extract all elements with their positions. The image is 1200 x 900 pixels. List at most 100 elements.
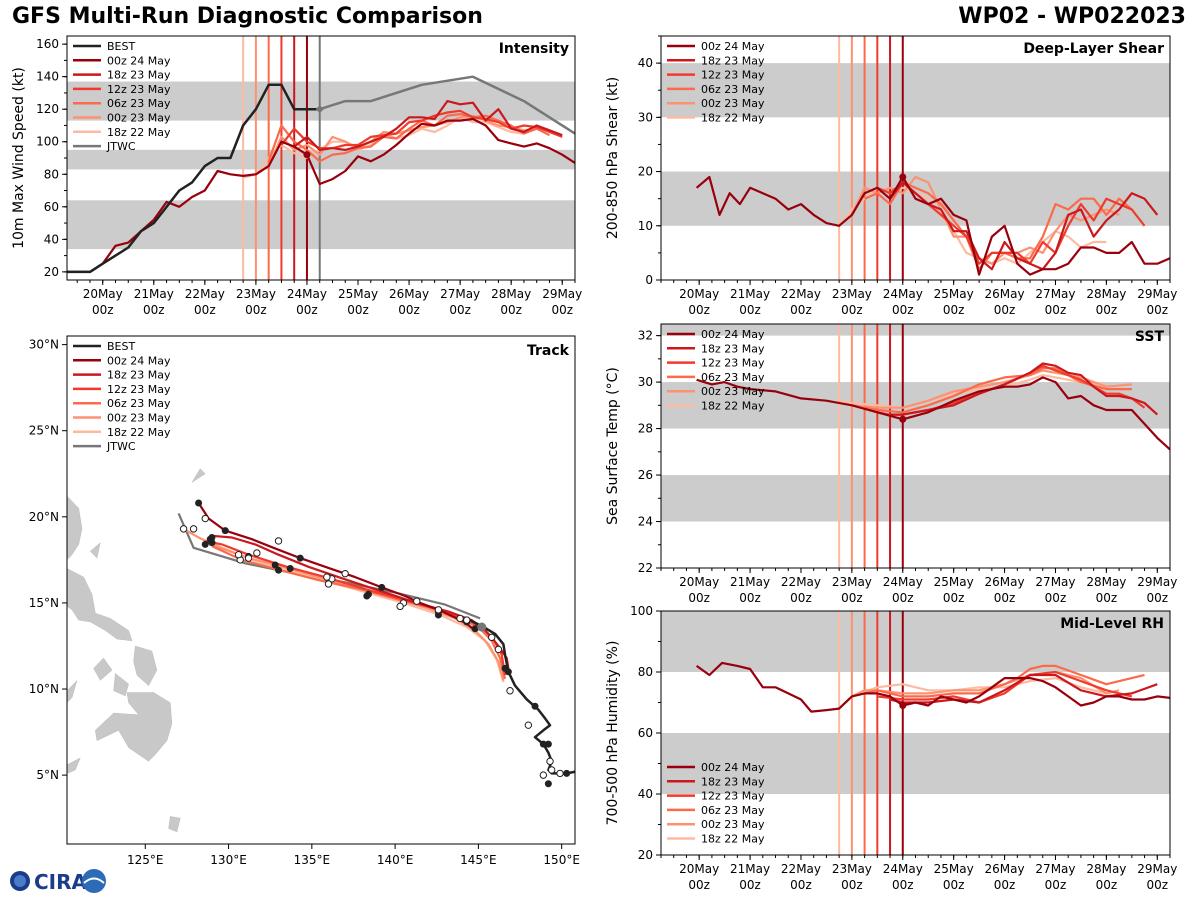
track-marker-12z bbox=[556, 769, 564, 778]
intensity-legend-label: 18z 23 May bbox=[107, 69, 171, 82]
track-marker-12z bbox=[244, 554, 253, 562]
land-mass-0 bbox=[67, 495, 83, 561]
rh-xtick-label-hour: 00z bbox=[1146, 878, 1168, 892]
shear-ylabel: 200-850 hPa Shear (kt) bbox=[605, 77, 621, 239]
intensity-xtick-label-date: 23May bbox=[236, 287, 276, 301]
sst-xtick-label-hour: 00z bbox=[994, 591, 1016, 605]
rh-legend-label: 18z 22 May bbox=[701, 833, 765, 846]
intensity-xtick-label-date: 29May bbox=[542, 287, 582, 301]
rh-series-00z-24-may bbox=[695, 661, 1170, 713]
shear-ytick-label: 0 bbox=[645, 273, 653, 287]
track-marker-12z bbox=[179, 525, 188, 533]
track-series-00z-24-may bbox=[197, 502, 476, 632]
track-marker-00z bbox=[544, 780, 552, 788]
sst-xtick-label-hour: 00z bbox=[841, 591, 863, 605]
rh-band-0 bbox=[661, 733, 1170, 794]
sst-legend-label: 00z 23 May bbox=[701, 385, 765, 398]
rh-xtick-label-date: 29May bbox=[1137, 862, 1177, 876]
rh-xtick-label-date: 25May bbox=[934, 862, 974, 876]
intensity-xtick-label-hour: 00z bbox=[143, 303, 165, 317]
track-marker-12z bbox=[253, 549, 261, 557]
sst-legend-label: 12z 23 May bbox=[701, 357, 765, 370]
sst-xtick-label-date: 25May bbox=[934, 575, 974, 589]
intensity-series-00z-24-may bbox=[67, 117, 575, 273]
shear-ytick-label: 20 bbox=[638, 165, 653, 179]
track-frame bbox=[66, 335, 576, 845]
intensity-xtick-label-hour: 00z bbox=[398, 303, 420, 317]
track-marker-12z bbox=[494, 645, 503, 654]
intensity-plot-area bbox=[67, 36, 575, 280]
shear-xtick-label-hour: 00z bbox=[943, 303, 965, 317]
sst-band-0 bbox=[661, 475, 1170, 522]
intensity-ytick-label: 120 bbox=[36, 102, 59, 116]
track-marker-00z bbox=[296, 554, 304, 562]
track-xtick-label: 145°E bbox=[460, 853, 497, 867]
track-legend-label: 18z 22 May bbox=[107, 426, 171, 439]
intensity-series-06z-23-may bbox=[267, 112, 550, 163]
sst-xtick-label-date: 22May bbox=[781, 575, 821, 589]
sst-xtick-label-date: 20May bbox=[679, 575, 719, 589]
rh-legend-label: 00z 24 May bbox=[701, 761, 765, 774]
intensity-ytick-label: 60 bbox=[44, 200, 59, 214]
land-mass-8 bbox=[168, 816, 181, 833]
rh-plot-area bbox=[661, 611, 1170, 855]
track-xtick-label: 135°E bbox=[294, 853, 331, 867]
intensity-ytick-label: 100 bbox=[36, 135, 59, 149]
intensity-legend-label: 00z 24 May bbox=[107, 54, 171, 67]
intensity-ytick-label: 20 bbox=[44, 265, 59, 279]
intensity-init-point bbox=[303, 151, 311, 159]
sst-xtick-label-date: 23May bbox=[832, 575, 872, 589]
shear-series-00z-24-may bbox=[695, 175, 1170, 276]
track-marker-12z bbox=[396, 602, 404, 611]
shear-ytick-label: 40 bbox=[638, 56, 653, 70]
track-marker-12z bbox=[341, 569, 349, 578]
rh-xtick-label-date: 22May bbox=[781, 862, 821, 876]
intensity-band-2 bbox=[67, 81, 575, 121]
rh-xtick-label-hour: 00z bbox=[943, 878, 965, 892]
rh-xtick-label-date: 28May bbox=[1086, 862, 1126, 876]
track-marker-12z bbox=[234, 550, 243, 559]
rh-xtick-label-date: 27May bbox=[1035, 862, 1075, 876]
track-marker-12z bbox=[323, 573, 331, 581]
sst-series-00z-24-may bbox=[696, 376, 1170, 451]
track-marker-00z bbox=[563, 769, 571, 777]
intensity-panel: 20 40 60 80 100 120 140 160 20May 00z 21May 00z 22Ma… bbox=[11, 35, 582, 317]
intensity-ytick-label: 80 bbox=[44, 167, 59, 181]
sst-xtick-label-date: 28May bbox=[1086, 575, 1126, 589]
track-marker-00z bbox=[201, 540, 209, 548]
rh-xtick-label-hour: 00z bbox=[1096, 878, 1118, 892]
sst-ytick-label: 30 bbox=[638, 375, 653, 389]
intensity-ytick-label: 40 bbox=[44, 232, 59, 246]
rh-xtick-label-hour: 00z bbox=[892, 878, 914, 892]
track-marker-12z bbox=[539, 771, 548, 779]
rh-series-18z-22-may bbox=[838, 676, 1107, 710]
intensity-series-18z-23-may bbox=[293, 99, 563, 151]
rh-ytick-label: 100 bbox=[630, 604, 653, 618]
rh-xtick-label-date: 24May bbox=[883, 862, 923, 876]
intensity-xtick-label-date: 22May bbox=[185, 287, 225, 301]
intensity-jtwc-init-marker bbox=[315, 105, 324, 114]
rh-ytick-label: 20 bbox=[638, 848, 653, 862]
storm-id-title: WP02 - WP022023 bbox=[958, 4, 1186, 29]
track-legend-label: 18z 23 May bbox=[107, 369, 171, 382]
sst-ytick-label: 26 bbox=[638, 468, 653, 482]
intensity-series-best bbox=[67, 83, 320, 274]
sst-xtick-label-date: 29May bbox=[1137, 575, 1177, 589]
sst-series-18z-23-may bbox=[890, 362, 1159, 416]
track-marker-12z bbox=[456, 614, 464, 623]
rh-xtick-label-hour: 00z bbox=[1045, 878, 1067, 892]
sst-ylabel: Sea Surface Temp (°C) bbox=[605, 367, 621, 525]
intensity-ytick-label: 160 bbox=[36, 37, 59, 51]
land-mass-9 bbox=[89, 541, 101, 559]
rh-xtick-label-hour: 00z bbox=[841, 878, 863, 892]
track-marker-00z bbox=[471, 625, 479, 633]
cira-logo-graphic: CIRA bbox=[10, 869, 106, 894]
intensity-xtick-label-date: 28May bbox=[491, 287, 531, 301]
track-xtick-label: 130°E bbox=[210, 853, 247, 867]
track-marker-12z bbox=[434, 606, 443, 614]
track-xtick-label: 150°E bbox=[543, 853, 580, 867]
track-marker-00z bbox=[539, 740, 547, 748]
rh-legend-label: 12z 23 May bbox=[701, 790, 765, 803]
track-marker-00z bbox=[195, 499, 203, 507]
sst-ytick-label: 22 bbox=[638, 561, 653, 575]
